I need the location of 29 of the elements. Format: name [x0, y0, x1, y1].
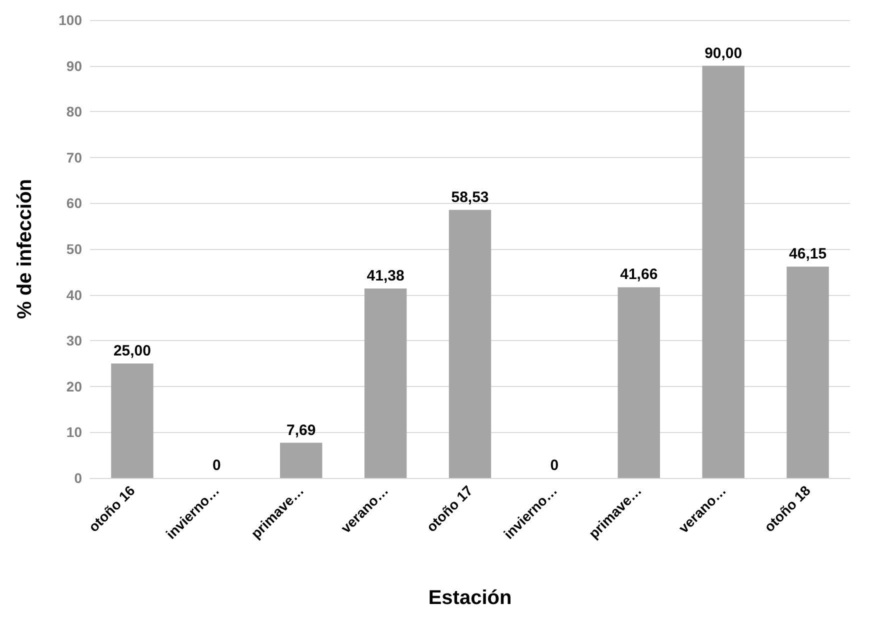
y-tick-label: 30	[66, 332, 82, 349]
bar	[702, 66, 744, 478]
y-tick-label: 80	[66, 104, 82, 120]
y-tick-label: 50	[66, 241, 82, 257]
bar	[111, 364, 154, 478]
bar	[280, 442, 322, 478]
y-tick-label: 90	[66, 58, 82, 74]
data-label: 25,00	[113, 342, 151, 360]
data-label: 41,38	[366, 267, 404, 284]
x-axis-title: Estación	[428, 587, 512, 609]
bar	[448, 210, 492, 478]
data-label: 0	[212, 457, 221, 474]
data-label: 90,00	[704, 44, 742, 62]
bar	[786, 266, 829, 478]
y-tick-label: 0	[74, 470, 82, 486]
y-tick-label: 40	[66, 286, 82, 303]
bar	[618, 287, 660, 478]
y-axis-title: % de infección	[14, 178, 36, 320]
data-label: 46,15	[789, 246, 827, 263]
data-label: 58,53	[451, 188, 489, 206]
data-label: 0	[550, 457, 559, 474]
bar	[364, 288, 407, 478]
y-tick-label: 60	[66, 195, 82, 212]
data-label: 41,66	[620, 266, 658, 284]
y-tick-label: 70	[66, 149, 82, 166]
y-tick-label: 10	[66, 424, 82, 440]
y-tick-label: 20	[66, 378, 82, 394]
data-label: 7,69	[286, 422, 316, 439]
y-tick-label: 100	[58, 12, 82, 28]
